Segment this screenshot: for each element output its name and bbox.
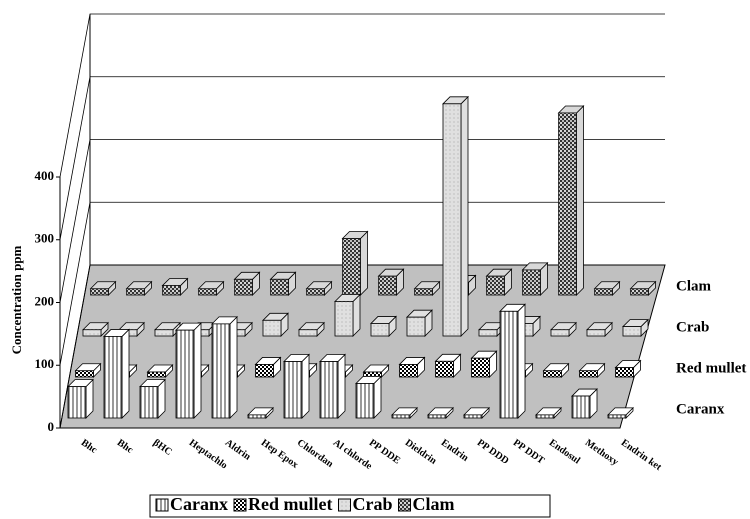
x-tick-label: Bhc xyxy=(115,437,135,456)
bar-pattern xyxy=(306,288,325,295)
x-tick-label: Hep Epox xyxy=(259,437,300,470)
bar-pattern xyxy=(572,396,590,418)
bar-side xyxy=(337,353,346,419)
y-tick-label: 400 xyxy=(35,168,55,183)
bar-pattern xyxy=(147,371,166,377)
legend-swatch-pattern xyxy=(155,498,169,512)
row-label: Red mullet xyxy=(676,360,746,376)
legend-label: Crab xyxy=(353,494,393,514)
bar-pattern xyxy=(126,288,145,295)
bar-pattern xyxy=(335,301,353,336)
x-tick-label: Bhc xyxy=(79,437,99,456)
x-tick-label: PP DDT xyxy=(511,437,546,466)
bar-pattern xyxy=(615,367,634,377)
bar-pattern xyxy=(68,386,86,418)
x-tick-label: PP DDD xyxy=(475,437,511,467)
y-axis-label: Concentration ppm xyxy=(9,245,24,354)
bar-pattern xyxy=(414,288,433,295)
bar-pattern xyxy=(212,323,230,418)
legend-swatch-pattern xyxy=(233,498,247,512)
bar-pattern xyxy=(371,323,389,336)
bar-pattern xyxy=(342,238,361,295)
bar-pattern xyxy=(299,329,317,336)
bar-side xyxy=(301,353,310,419)
x-tick-label: Al chlorde xyxy=(331,437,374,472)
x-tick-label: Methoxy xyxy=(583,437,620,468)
bar-side xyxy=(576,105,584,296)
bar-side xyxy=(121,328,130,419)
bar-pattern xyxy=(263,320,281,336)
bar-pattern xyxy=(486,276,505,295)
legend-label: Clam xyxy=(413,494,455,514)
bar-side xyxy=(360,230,368,296)
bar-pattern xyxy=(543,370,562,377)
legend-label: Red mullet xyxy=(248,494,333,514)
row-label: Caranx xyxy=(676,401,725,417)
bar-pattern xyxy=(270,279,289,295)
bar-side xyxy=(460,95,469,337)
x-tick-label: Aldrin xyxy=(223,437,253,463)
y-tick-label: 200 xyxy=(35,293,55,308)
bar-pattern xyxy=(140,386,158,418)
x-tick-label: Heptachlo xyxy=(187,437,229,471)
bar-pattern xyxy=(392,414,410,418)
bar-pattern xyxy=(630,288,649,295)
bar-side xyxy=(193,322,202,419)
bar-pattern xyxy=(104,336,122,418)
bar-pattern xyxy=(399,364,418,377)
bar-pattern xyxy=(443,103,461,336)
bar-pattern xyxy=(162,285,181,295)
bar-pattern xyxy=(587,329,605,336)
bar-pattern xyxy=(356,383,374,418)
bar-pattern xyxy=(471,358,490,377)
bar-pattern xyxy=(284,361,302,418)
bar-pattern xyxy=(320,361,338,418)
legend-swatch-pattern xyxy=(398,498,411,512)
x-tick-label: Endrin ket xyxy=(619,437,664,473)
bar-pattern xyxy=(75,370,94,377)
bar-pattern xyxy=(608,414,626,418)
legend-swatch-pattern xyxy=(338,498,351,512)
bar-pattern xyxy=(579,370,598,377)
bar-pattern xyxy=(464,414,482,418)
bar-pattern xyxy=(248,414,266,418)
bar-pattern xyxy=(500,311,518,418)
bar-pattern xyxy=(522,269,541,295)
bar-pattern xyxy=(558,113,577,296)
bar-pattern xyxy=(378,276,397,295)
bar-pattern xyxy=(536,414,554,418)
bar-pattern xyxy=(255,364,274,377)
bar-pattern xyxy=(90,288,109,295)
bar-side xyxy=(517,303,526,419)
bar-pattern xyxy=(234,279,253,295)
x-tick-label: Endrin xyxy=(439,437,471,464)
bar-pattern xyxy=(594,288,613,295)
y-tick-label: 300 xyxy=(35,231,55,246)
bar-pattern xyxy=(407,317,425,336)
row-label: Crab xyxy=(676,319,709,335)
y-tick-label: 0 xyxy=(48,419,55,434)
bar-pattern xyxy=(198,288,217,295)
bar-pattern xyxy=(623,326,641,336)
bar-pattern xyxy=(428,414,446,418)
bar-pattern xyxy=(435,361,454,377)
x-tick-label: Endosul xyxy=(547,437,582,466)
x-tick-label: βHC xyxy=(151,437,174,458)
bar-pattern xyxy=(155,329,173,336)
bar-pattern xyxy=(176,330,194,418)
x-tick-label: Dieldrin xyxy=(403,437,439,467)
legend-label: Caranx xyxy=(170,494,228,514)
bar-side xyxy=(229,315,238,419)
bar-pattern xyxy=(551,329,569,336)
row-label: Clam xyxy=(676,278,712,294)
x-tick-label: Chlordan xyxy=(295,437,335,470)
bar-pattern xyxy=(83,329,101,336)
bar-pattern xyxy=(363,371,382,377)
bar-pattern xyxy=(479,329,497,336)
y-tick-label: 100 xyxy=(35,356,55,371)
